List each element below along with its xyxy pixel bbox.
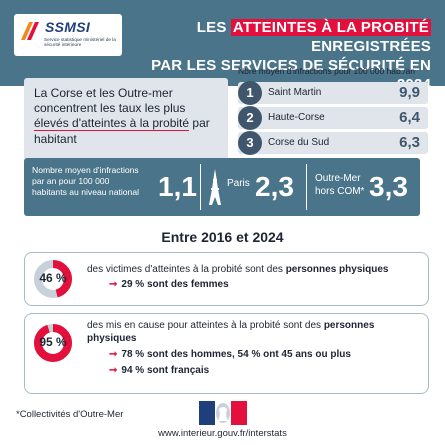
rank-number: 1 bbox=[238, 81, 262, 105]
rank-number: 3 bbox=[238, 131, 262, 155]
stats-band: Nombre moyen d'infractions par an pour 1… bbox=[24, 158, 420, 216]
accused-text: des mis en cause pour atteintes à la pro… bbox=[87, 319, 423, 345]
accused-bullet-2-text: 94 % sont français bbox=[121, 365, 210, 376]
national-value: 1,1 bbox=[158, 171, 197, 202]
victims-donut bbox=[34, 260, 72, 298]
header-band: SSMSI Service statistique ministériel de… bbox=[0, 0, 445, 93]
rank-value: 9,9 bbox=[399, 84, 420, 101]
divider bbox=[200, 164, 201, 210]
page-title: LES ATTEINTES À LA PROBITÉ ENREGISTRÉES … bbox=[131, 18, 431, 94]
footer-url[interactable]: www.interieur.gouv.fr/interstats bbox=[158, 428, 287, 439]
arrow-right-icon: ➞ bbox=[109, 349, 118, 360]
accused-percent: 95 % bbox=[39, 335, 67, 349]
accused-text-bold: personnes physiques bbox=[87, 320, 375, 344]
national-label: Nombre moyen d'infractions par an pour 1… bbox=[32, 165, 140, 197]
paris-label: Paris bbox=[227, 178, 250, 189]
victims-text-pre: des victimes d'atteintes à la probité so… bbox=[87, 264, 286, 275]
footnote: *Collectivités d'Outre-Mer bbox=[16, 409, 124, 420]
rank-name: Saint Martin bbox=[268, 87, 322, 98]
accused-text-pre: des mis en cause pour atteintes à la pro… bbox=[87, 320, 324, 331]
ssmsi-logo-icon bbox=[21, 22, 39, 40]
rank-name: Corse du Sud bbox=[268, 137, 330, 148]
victims-bullet-text: 29 % sont des femmes bbox=[121, 279, 229, 290]
title-pre: LES bbox=[196, 19, 231, 36]
ranking-item: 3 Corse du Sud 6,3 bbox=[238, 131, 428, 155]
victims-percent: 46 % bbox=[39, 271, 67, 285]
victims-text: des victimes d'atteintes à la probité so… bbox=[87, 263, 423, 276]
corse-text-pre: La Corse et les Outre-mer concentrent le… bbox=[34, 86, 186, 116]
rank-name: Haute-Corse bbox=[268, 112, 325, 123]
ssmsi-logo[interactable]: SSMSI Service statistique ministériel de… bbox=[14, 14, 122, 56]
arrow-right-icon: ➞ bbox=[109, 279, 118, 290]
section-title: Entre 2016 et 2024 bbox=[161, 229, 284, 245]
corse-summary-box: La Corse et les Outre-mer concentrent le… bbox=[24, 78, 228, 160]
accused-bullet-1-text: 78 % sont des hommes, 54 % ont 45 ans ou… bbox=[121, 349, 351, 360]
title-highlight: ATTEINTES À LA PROBITÉ bbox=[230, 19, 431, 36]
paris-value: 2,3 bbox=[255, 171, 294, 202]
divider bbox=[306, 164, 307, 210]
accused-bullet-1: ➞ 78 % sont des hommes, 54 % ont 45 ans o… bbox=[109, 349, 351, 360]
accused-box: 95 % des mis en cause pour atteintes à l… bbox=[24, 313, 429, 394]
republique-francaise-logo bbox=[199, 401, 247, 425]
corse-text-underlined: élevés d'atteintes à la probité bbox=[34, 116, 190, 132]
logo-subtitle: Service statistique ministériel de la sé… bbox=[44, 37, 116, 48]
rank-number: 2 bbox=[238, 106, 262, 130]
accused-bullet-2: ➞ 94 % sont français bbox=[109, 365, 209, 376]
om-label-2: hors COM* bbox=[315, 186, 365, 197]
om-label-1: Outre-Mer bbox=[315, 173, 361, 184]
victims-text-bold: personnes physiques bbox=[285, 264, 389, 275]
ranking-caption: Nbre moyen d'infractions pour 100 000 ha… bbox=[238, 66, 415, 76]
ranking-item: 1 Saint Martin 9,9 bbox=[238, 81, 428, 105]
eiffel-tower-icon bbox=[209, 169, 221, 205]
corse-text-post: par habitant bbox=[34, 116, 210, 146]
ranking-item: 2 Haute-Corse 6,4 bbox=[238, 106, 428, 130]
victims-box: 46 % des victimes d'atteintes à la probi… bbox=[24, 252, 429, 306]
logo-name: SSMSI bbox=[45, 19, 91, 35]
arrow-right-icon: ➞ bbox=[109, 365, 118, 376]
title-post: ENREGISTRÉES bbox=[311, 38, 431, 55]
accused-donut bbox=[34, 324, 72, 362]
victims-bullet: ➞ 29 % sont des femmes bbox=[109, 279, 229, 290]
rank-value: 6,4 bbox=[399, 109, 420, 126]
rank-value: 6,3 bbox=[399, 134, 420, 151]
om-value: 3,3 bbox=[369, 171, 408, 202]
